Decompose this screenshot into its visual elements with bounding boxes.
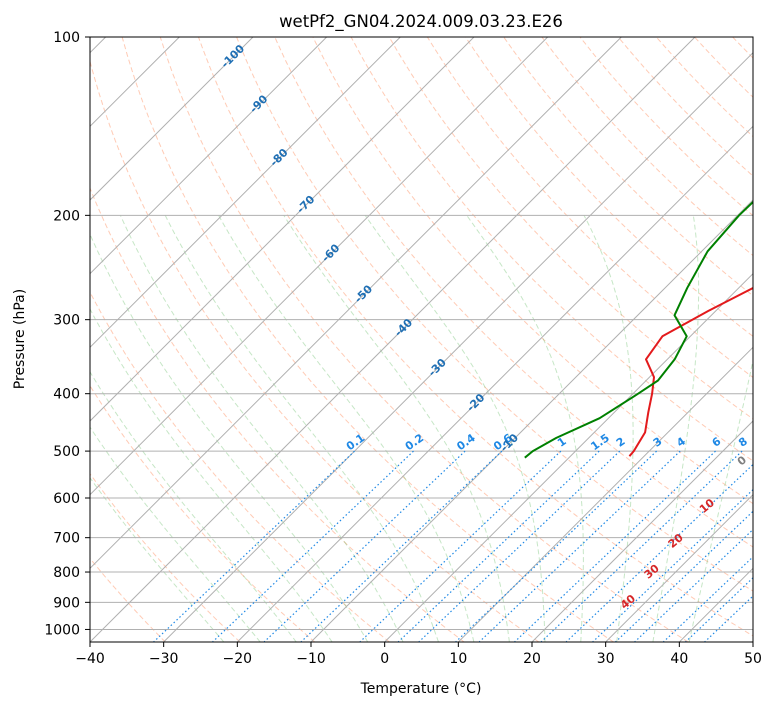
isotherm-line <box>531 420 753 642</box>
dry-adiabat-line <box>274 37 753 548</box>
dry-adiabat-line <box>312 37 753 505</box>
dry-adiabat-line <box>503 37 753 297</box>
x-tick-label: −40 <box>75 651 105 667</box>
dry-adiabat-line <box>121 37 614 642</box>
plot-frame <box>89 36 754 643</box>
chart-title: wetPf2_GN04.2024.009.03.23.E26 <box>279 12 563 32</box>
moist-adiabat-line <box>283 215 510 642</box>
dry-adiabat-line <box>464 37 753 337</box>
isotherm-line <box>384 272 753 642</box>
y-tick-label: 800 <box>53 565 80 581</box>
x-tick-label: 30 <box>597 651 615 667</box>
y-tick-label: 700 <box>53 531 80 547</box>
dry-adiabat-line <box>236 37 753 592</box>
y-tick-label: 200 <box>53 208 80 224</box>
moist-adiabat-line <box>90 370 297 642</box>
moist-adiabat-line <box>90 426 261 642</box>
dry-adiabat-line <box>617 37 753 177</box>
y-tick-label: 1000 <box>44 622 80 638</box>
isotherm-line <box>90 37 549 496</box>
moist-adiabat-line <box>652 215 700 642</box>
dewpoint-profile-line <box>524 200 753 459</box>
dry-adiabat-line <box>655 37 753 138</box>
dry-adiabat-line <box>90 291 390 642</box>
isotherm-line <box>90 37 622 570</box>
y-axis-title: Pressure (hPa) <box>12 289 28 389</box>
x-tick-label: 40 <box>670 651 688 667</box>
isotherm-line <box>457 346 753 642</box>
x-tick-label: −30 <box>149 651 179 667</box>
x-tick-label: 50 <box>744 651 762 667</box>
x-tick-label: 20 <box>523 651 541 667</box>
moist-adiabat-line <box>90 476 225 642</box>
isotherm-line <box>163 51 753 642</box>
x-tick-label: −10 <box>296 651 326 667</box>
y-tick-label: 900 <box>53 595 80 611</box>
x-tick-label: 10 <box>449 651 467 667</box>
moist-adiabat-line <box>119 215 404 642</box>
x-tick-label: 0 <box>380 651 389 667</box>
moist-adiabat-line <box>583 215 634 642</box>
isotherm-line <box>605 493 753 642</box>
y-tick-label: 300 <box>53 313 80 329</box>
dry-adiabat-line <box>90 384 316 642</box>
isotherm-line <box>90 37 696 642</box>
dry-adiabat-line <box>350 37 753 462</box>
x-axis-title: Temperature (°C) <box>360 681 482 697</box>
moist-adiabat-line <box>688 358 753 642</box>
dry-adiabat-line <box>388 37 753 420</box>
isotherm-line <box>90 37 328 275</box>
x-tick-label: −20 <box>223 651 253 667</box>
y-tick-label: 100 <box>53 30 80 46</box>
dry-adiabat-line <box>90 59 540 642</box>
isotherm-line <box>90 37 401 349</box>
dry-adiabat-line <box>197 37 753 637</box>
moist-adiabat-line <box>90 233 369 642</box>
isotherm-line <box>90 37 254 201</box>
y-tick-label: 600 <box>53 491 80 507</box>
y-tick-label: 500 <box>53 444 80 460</box>
isotherm-line <box>90 37 475 422</box>
temperature-profile-line <box>628 286 753 457</box>
moist-adiabat-line <box>90 308 333 642</box>
dry-adiabat-line <box>426 37 753 379</box>
moist-adiabat-line <box>364 215 546 642</box>
dry-adiabat-line <box>90 186 465 642</box>
dry-adiabat-line <box>159 37 689 642</box>
moist-adiabat-line <box>164 215 439 642</box>
isotherm-line <box>310 199 753 642</box>
dry-adiabat-line <box>579 37 753 217</box>
isotherm-line <box>236 125 753 642</box>
y-tick-label: 400 <box>53 387 80 403</box>
